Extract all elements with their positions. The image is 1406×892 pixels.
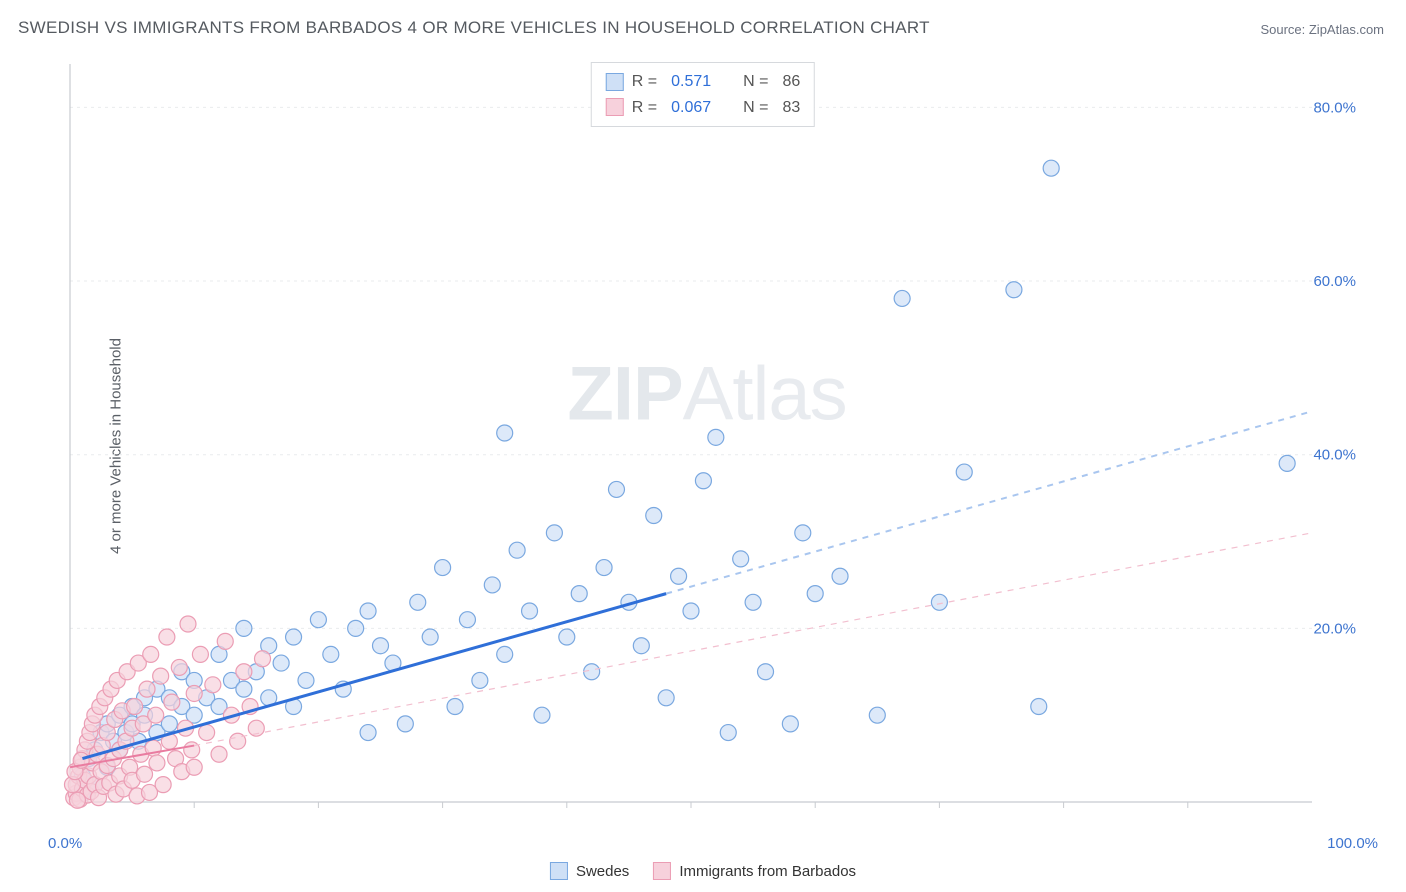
legend-label: Swedes [576,863,629,880]
legend-item: Swedes [550,862,629,880]
series-legend: Swedes Immigrants from Barbados [550,862,856,880]
legend-item: Immigrants from Barbados [653,862,856,880]
plot-area: ZIPAtlas 20.0%40.0%60.0%80.0% [52,60,1362,820]
legend-row: R =0.571 N =86 [606,69,800,95]
legend-swatch [606,73,624,91]
svg-text:80.0%: 80.0% [1313,99,1356,116]
legend-row: R =0.067 N =83 [606,95,800,121]
x-tick: 0.0% [48,835,82,852]
source-label: Source: ZipAtlas.com [1260,22,1384,37]
legend-swatch [653,862,671,880]
svg-text:20.0%: 20.0% [1313,620,1356,637]
svg-text:40.0%: 40.0% [1313,447,1356,464]
x-tick: 100.0% [1327,835,1378,852]
correlation-legend: R =0.571 N =86 R =0.067 N =83 [591,62,815,127]
legend-swatch [606,98,624,116]
scatter-chart: 20.0% 40.0% 60.0% 80.0% [52,60,1362,820]
legend-swatch [550,862,568,880]
legend-label: Immigrants from Barbados [679,863,856,880]
chart-title: SWEDISH VS IMMIGRANTS FROM BARBADOS 4 OR… [18,18,930,38]
svg-text:60.0%: 60.0% [1313,273,1356,290]
